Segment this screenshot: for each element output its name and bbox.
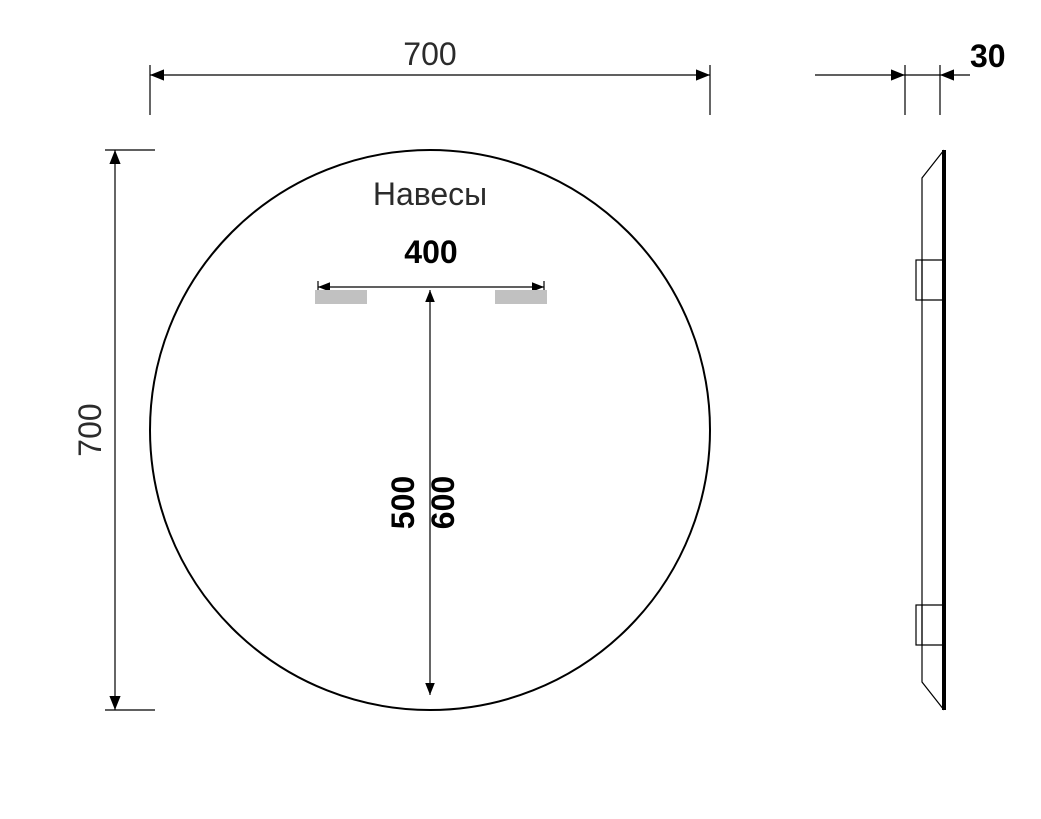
- hanger-bracket-left: [315, 290, 367, 304]
- dim-left-height: 700: [72, 403, 108, 456]
- dim-inner-500: 500: [385, 476, 421, 529]
- side-view-front: [922, 150, 944, 710]
- side-view-bracket: [916, 260, 922, 300]
- side-view-bracket: [916, 605, 922, 645]
- dim-inner-600: 600: [425, 476, 461, 529]
- hanger-bracket-right: [495, 290, 547, 304]
- dim-depth: 30: [970, 38, 1006, 74]
- hangers-title: Навесы: [373, 176, 487, 212]
- dim-hanger-spacing: 400: [404, 234, 457, 270]
- dim-top-width: 700: [403, 36, 456, 72]
